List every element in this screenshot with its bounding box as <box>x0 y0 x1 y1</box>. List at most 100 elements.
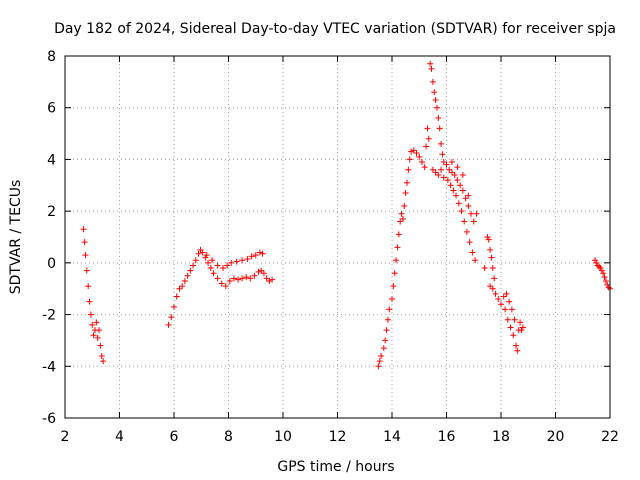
data-point <box>495 296 502 303</box>
data-point <box>428 65 435 72</box>
data-point <box>421 164 428 171</box>
data-point <box>508 306 515 313</box>
tick-labels: 2 4 6 8 10 12 14 16 18 20 22 -6 -4 -2 0 2 4 6 8 <box>42 49 619 445</box>
data-point <box>165 321 172 328</box>
data-point <box>507 324 514 331</box>
data-point <box>517 319 524 326</box>
series-seg-b <box>165 246 276 328</box>
data-point <box>382 337 389 344</box>
y-tick-label: 4 <box>47 152 56 168</box>
x-tick-label: 20 <box>547 429 565 445</box>
data-point <box>395 231 402 238</box>
data-point <box>228 259 235 266</box>
data-point <box>440 159 447 166</box>
data-point <box>83 267 90 274</box>
data-point <box>448 169 455 176</box>
data-point <box>597 265 604 272</box>
data-point <box>187 267 194 274</box>
data-point <box>439 151 446 158</box>
data-point <box>462 195 469 202</box>
data-point <box>218 280 225 287</box>
data-point <box>416 153 423 160</box>
data-point <box>259 250 266 257</box>
data-point <box>380 345 387 352</box>
data-point <box>436 125 443 132</box>
data-point <box>510 332 517 339</box>
x-tick-label: 4 <box>115 429 124 445</box>
data-point <box>502 306 509 313</box>
data-point <box>386 306 393 313</box>
data-point <box>418 159 425 166</box>
data-point <box>214 262 221 269</box>
data-point <box>487 283 494 290</box>
data-point <box>226 277 233 284</box>
y-tick-label: 2 <box>47 204 56 220</box>
data-point <box>384 316 391 323</box>
data-point <box>397 218 404 225</box>
data-point <box>485 236 492 243</box>
data-point <box>432 96 439 103</box>
data-point <box>500 293 507 300</box>
data-point <box>244 255 251 262</box>
data-point <box>173 293 180 300</box>
data-point <box>97 342 104 349</box>
y-tick-label: 0 <box>47 256 56 272</box>
data-point <box>86 298 93 305</box>
data-point <box>455 200 462 207</box>
x-axis-label: GPS time / hours <box>277 459 394 475</box>
data-point <box>600 270 607 277</box>
data-point <box>424 125 431 132</box>
data-point <box>256 249 263 256</box>
data-point <box>410 147 417 154</box>
data-point <box>512 342 519 349</box>
data-point <box>488 254 495 261</box>
data-point <box>435 115 442 122</box>
data-marks <box>80 60 613 370</box>
data-point <box>199 249 206 256</box>
data-point <box>458 208 465 215</box>
data-point <box>504 316 511 323</box>
data-point <box>487 246 494 253</box>
data-point <box>248 253 255 260</box>
data-point <box>514 347 521 354</box>
data-point <box>100 358 107 365</box>
data-point <box>378 352 385 359</box>
data-point <box>239 257 246 264</box>
data-point <box>81 239 88 246</box>
data-point <box>192 257 199 264</box>
data-point <box>205 259 212 266</box>
data-point <box>592 257 599 264</box>
data-point <box>233 258 240 265</box>
data-point <box>406 156 413 163</box>
data-point <box>390 283 397 290</box>
data-point <box>446 166 453 173</box>
data-point <box>450 187 457 194</box>
data-point <box>468 210 475 217</box>
data-point <box>503 290 510 297</box>
data-point <box>252 252 259 259</box>
data-point <box>203 252 210 259</box>
x-tick-label: 12 <box>329 429 347 445</box>
data-point <box>269 276 276 283</box>
data-point <box>195 250 202 257</box>
y-axis-label: SDTVAR / TECUs <box>8 180 24 295</box>
x-tick-label: 22 <box>601 429 619 445</box>
data-point <box>403 179 410 186</box>
data-point <box>184 272 191 279</box>
data-point <box>413 149 420 156</box>
data-point <box>489 285 496 292</box>
data-point <box>224 262 231 269</box>
data-point <box>459 187 466 194</box>
data-point <box>425 135 432 142</box>
data-point <box>258 267 265 274</box>
data-point <box>266 277 273 284</box>
series-seg-a <box>80 226 107 365</box>
chart-title: Day 182 of 2024, Sidereal Day-to-day VTE… <box>54 21 616 37</box>
data-point <box>168 314 175 321</box>
data-point <box>594 262 601 269</box>
x-tick-label: 14 <box>383 429 401 445</box>
data-point <box>210 270 217 277</box>
data-point <box>443 161 450 168</box>
data-point <box>454 164 461 171</box>
